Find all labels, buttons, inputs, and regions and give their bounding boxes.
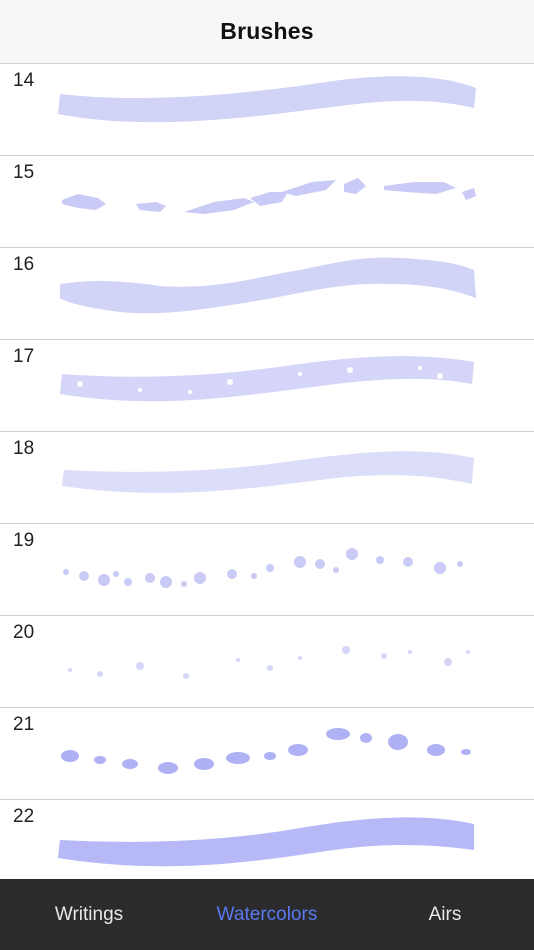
brush-stroke-preview (60, 356, 474, 402)
tab-writings[interactable]: Writings (54, 903, 124, 925)
brush-stroke-preview (60, 257, 476, 314)
brush-number: 15 (13, 162, 35, 183)
row-divider (0, 431, 534, 432)
row-divider (0, 155, 534, 156)
page-title: Brushes (220, 18, 314, 44)
row-divider (0, 523, 534, 524)
row-divider (0, 615, 534, 616)
brush-list[interactable]: 14 15 16 17 (0, 64, 534, 879)
brush-number: 21 (13, 714, 35, 735)
brush-number: 16 (13, 254, 35, 275)
brush-number: 18 (13, 438, 35, 459)
brush-row-16[interactable]: 16 (0, 248, 534, 340)
row-divider (0, 707, 534, 708)
row-divider (0, 247, 534, 248)
navigation-bar: Brushes (0, 0, 534, 64)
brush-number: 20 (13, 622, 35, 643)
brush-number: 17 (13, 346, 35, 367)
brush-number: 19 (13, 530, 35, 551)
brush-stroke-preview (63, 548, 463, 588)
brush-number: 22 (13, 806, 35, 827)
brush-stroke-preview (61, 728, 471, 774)
brush-row-21[interactable]: 21 (0, 708, 534, 800)
brush-row-19[interactable]: 19 (0, 524, 534, 616)
tab-airs[interactable]: Airs (428, 903, 462, 925)
brush-row-22[interactable]: 22 (0, 800, 534, 879)
brush-row-18[interactable]: 18 (0, 432, 534, 524)
brush-stroke-preview (62, 451, 474, 493)
brush-row-17[interactable]: 17 (0, 340, 534, 432)
tab-bar: Writings Watercolors Airs (0, 879, 534, 950)
brush-row-20[interactable]: 20 (0, 616, 534, 708)
brush-row-15[interactable]: 15 (0, 156, 534, 248)
tab-watercolors[interactable]: Watercolors (216, 903, 318, 925)
brush-stroke-preview (58, 76, 476, 123)
brush-stroke-preview (68, 646, 470, 679)
row-divider (0, 339, 534, 340)
brush-stroke-preview (62, 178, 476, 214)
brush-row-14[interactable]: 14 (0, 64, 534, 156)
row-divider (0, 799, 534, 800)
brush-number: 14 (13, 70, 35, 91)
brush-stroke-preview (58, 817, 474, 867)
